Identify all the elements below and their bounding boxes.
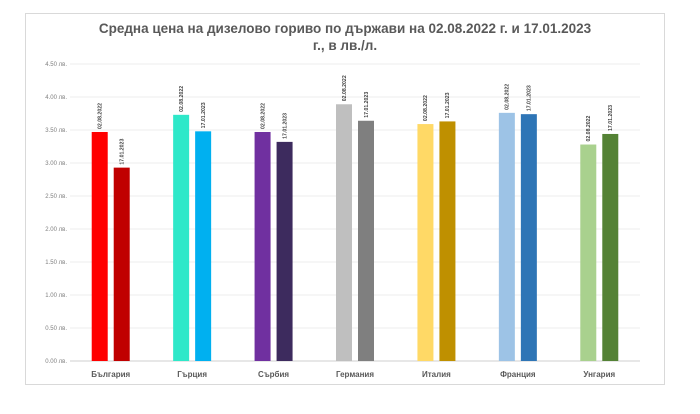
y-tick-label: 3.50 лв. [45,128,67,134]
data-label: 17.01.2023 [608,105,614,131]
bar-series1 [91,131,108,361]
category-label: Унгария [583,370,615,379]
data-label: 02.08.2022 [179,86,185,112]
y-tick-label: 0.50 лв. [45,326,67,332]
chart-title: Средна цена на дизелово гориво по държав… [25,20,665,54]
bar-series2 [113,167,130,361]
bar-series1 [498,112,515,361]
bar-series2 [276,141,293,361]
data-label: 02.08.2022 [98,103,104,129]
bar-series2 [358,120,374,361]
category-label: Германия [336,370,374,379]
bar-series2 [439,121,456,361]
category-label: Италия [422,370,451,379]
bar-series1 [254,131,271,361]
category-label: Франция [500,370,536,379]
category-label: Гърция [177,370,207,379]
bar-series2 [520,114,537,361]
chart-title-line-2: г., в лв./л. [312,38,378,53]
y-tick-label: 2.50 лв. [45,194,67,200]
y-tick-label: 4.00 лв. [45,95,67,101]
y-tick-label: 1.50 лв. [45,260,67,266]
y-tick-label: 2.00 лв. [45,227,67,233]
bar-series2 [602,133,619,361]
category-label: Сърбия [258,370,289,379]
data-label: 02.08.2022 [342,75,348,101]
y-tick-label: 3.00 лв. [45,161,67,167]
data-label: 02.08.2022 [586,115,592,141]
y-tick-label: 1.00 лв. [45,293,67,299]
data-label: 17.01.2023 [364,92,370,118]
data-label: 17.01.2023 [120,139,126,165]
y-tick-label: 4.50 лв. [45,62,67,68]
data-label: 17.01.2023 [445,92,451,118]
category-label: България [91,370,130,379]
data-label: 02.08.2022 [423,95,429,121]
data-label: 02.08.2022 [505,84,511,110]
bar-series1 [173,114,190,361]
data-label: 17.01.2023 [527,85,533,111]
bar-series1 [336,104,352,361]
bar-series1 [580,144,597,361]
y-tick-label: 0.00 лв. [45,359,67,365]
data-label: 17.01.2023 [201,102,207,128]
chart-title-line-1: Средна цена на дизелово гориво по държав… [98,21,592,36]
data-label: 17.01.2023 [282,113,288,139]
bar-series1 [417,124,434,361]
bar-series2 [195,131,212,361]
data-label: 02.08.2022 [260,103,266,129]
